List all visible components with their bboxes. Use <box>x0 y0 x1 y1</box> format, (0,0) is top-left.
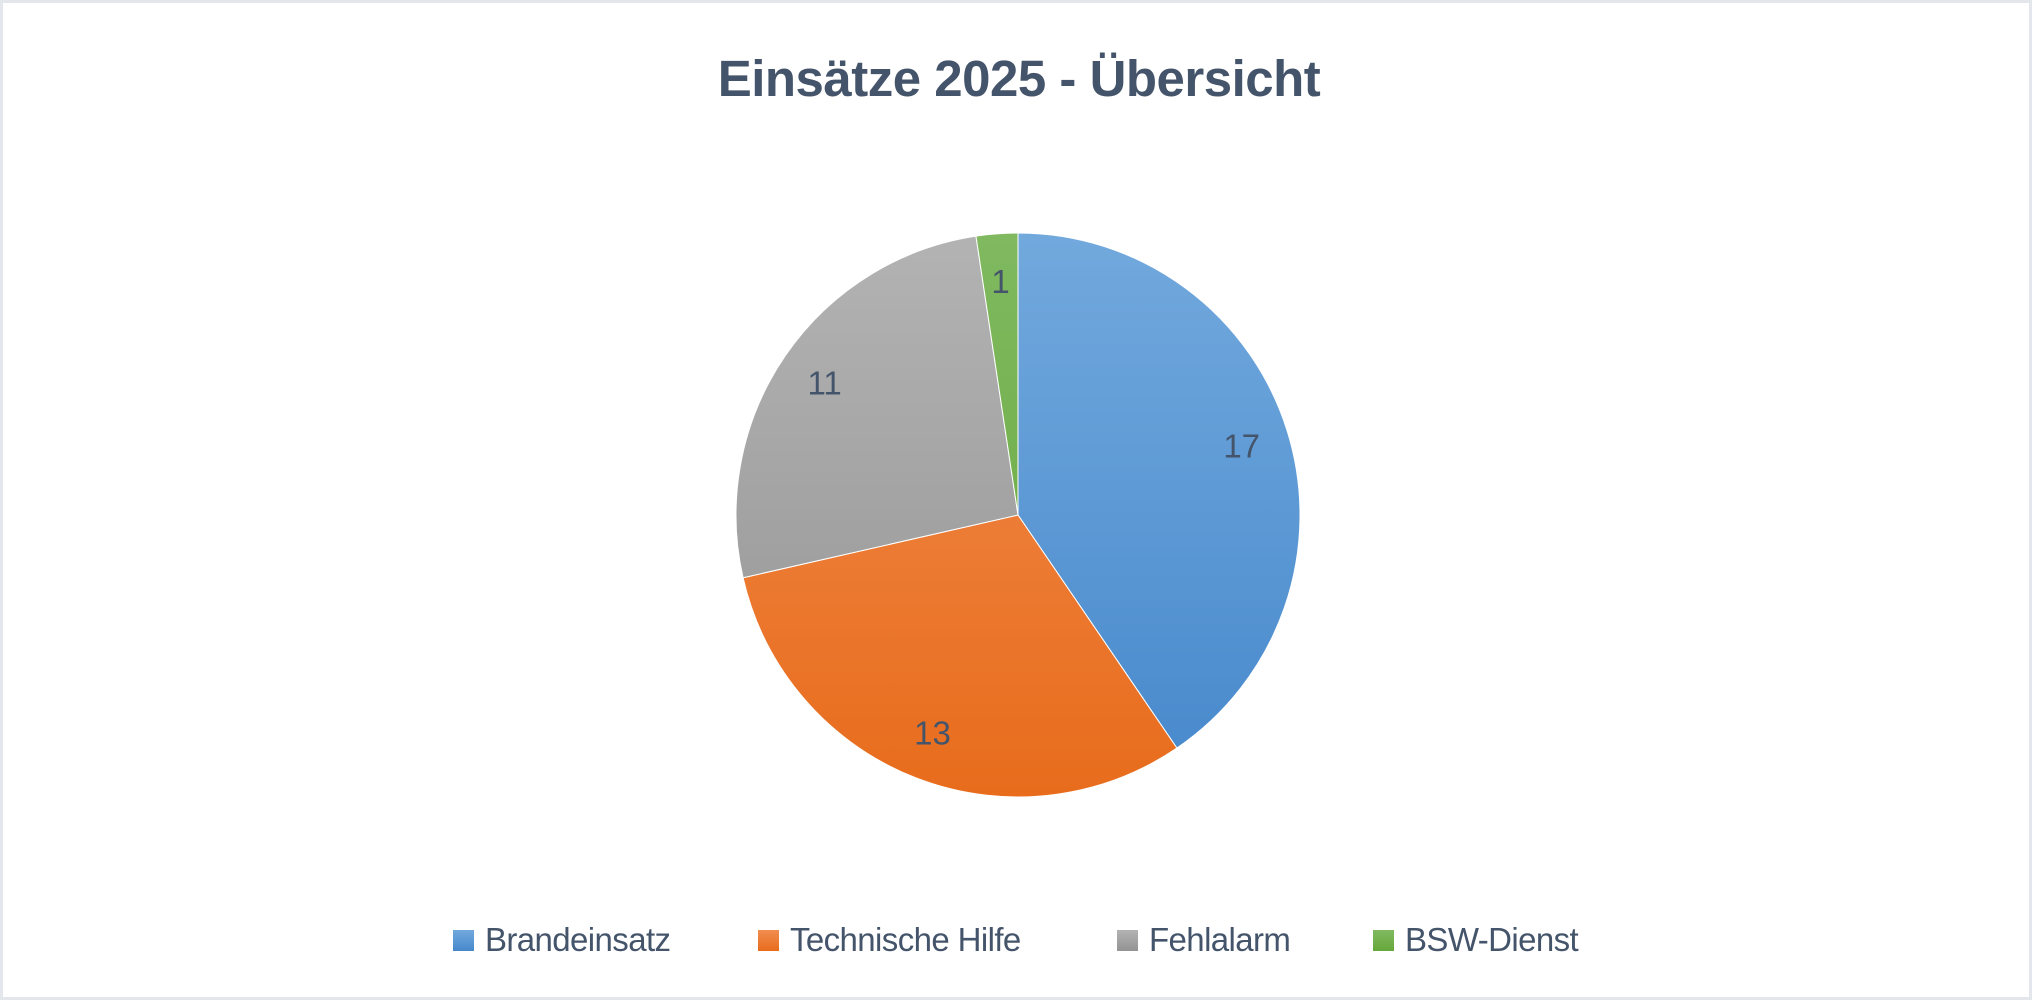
data-label: 13 <box>914 714 951 751</box>
pie-slices <box>735 232 1301 798</box>
legend-item-bsw-dienst[interactable]: BSW-Dienst <box>1373 915 1579 965</box>
legend-label: Fehlalarm <box>1149 921 1291 958</box>
legend-item-technische-hilfe[interactable]: Technische Hilfe <box>758 915 1021 965</box>
square-swatch-icon <box>453 929 474 951</box>
square-swatch-icon <box>758 929 779 951</box>
square-swatch-icon <box>1373 929 1394 951</box>
legend-label: BSW-Dienst <box>1405 921 1579 958</box>
legend-label: Brandeinsatz <box>485 921 671 958</box>
legend-item-brandeinsatz[interactable]: Brandeinsatz <box>453 915 671 965</box>
legend-label: Technische Hilfe <box>790 921 1021 958</box>
pie-slice-brandeinsatz[interactable] <box>1017 232 1301 749</box>
chart-title: Einsätze 2025 - Übersicht <box>717 50 1321 107</box>
data-label: 1 <box>991 263 1009 300</box>
data-label: 17 <box>1223 428 1260 465</box>
chart-legend: Brandeinsatz Technische Hilfe Fehlalarm … <box>3 915 2032 965</box>
legend-item-fehlalarm[interactable]: Fehlalarm <box>1117 915 1291 965</box>
pie-slice-fehlalarm[interactable] <box>735 235 1019 579</box>
pie-slice-technische-hilfe[interactable] <box>742 514 1178 798</box>
data-label: 11 <box>807 365 841 402</box>
square-swatch-icon <box>1117 929 1138 951</box>
pie-slice-bsw-dienst[interactable] <box>975 232 1019 516</box>
